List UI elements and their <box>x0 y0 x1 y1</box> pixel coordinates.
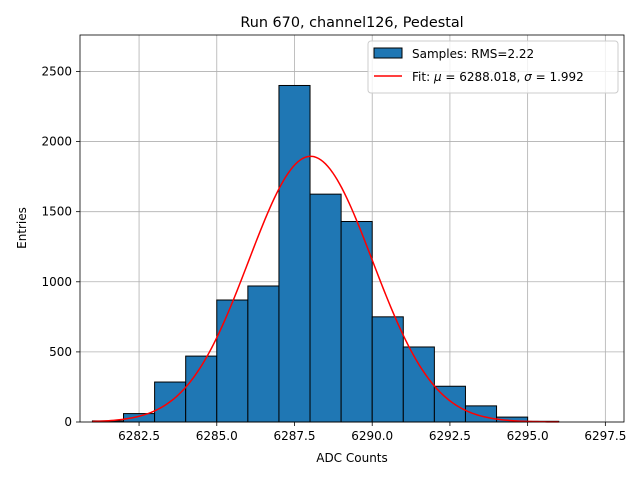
fit-curve <box>92 155 559 423</box>
y-tick-label: 2000 <box>41 135 72 149</box>
x-tick-label: 6292.5 <box>429 429 471 443</box>
histogram-bar <box>247 285 280 423</box>
x-tick-label: 6282.5 <box>118 429 160 443</box>
histogram-bar <box>402 346 435 423</box>
y-axis-ticks: 0 500 1000 1500 2000 2500 <box>41 64 80 429</box>
histogram-bar <box>278 84 311 423</box>
y-tick-label: 500 <box>49 345 72 359</box>
y-axis-label: Entries <box>15 207 29 249</box>
y-tick-label: 1500 <box>41 205 72 219</box>
legend-swatch-samples <box>373 47 403 59</box>
x-tick-label: 6285.0 <box>196 429 238 443</box>
x-axis-label: ADC Counts <box>316 451 388 465</box>
y-tick-label: 1000 <box>41 275 72 289</box>
histogram-bar <box>464 405 498 423</box>
histogram-bar <box>309 193 342 423</box>
x-axis-ticks: 6282.5 6285.0 6287.5 6290.0 6292.5 6295.0 6297… <box>118 422 626 443</box>
x-tick-label: 6290.0 <box>351 429 393 443</box>
legend-fit-mu-value: = 6288.018, <box>442 70 525 84</box>
legend-label-samples: Samples: RMS=2.22 <box>412 47 534 61</box>
legend-fit-sigma-value: = 1.992 <box>532 70 584 84</box>
histogram-bars <box>91 84 560 423</box>
legend-fit-prefix: Fit: <box>412 70 434 84</box>
legend-fit-sigma-symbol: σ <box>524 70 532 84</box>
y-tick-label: 0 <box>64 415 72 429</box>
x-tick-label: 6287.5 <box>273 429 315 443</box>
legend-box <box>367 40 619 94</box>
chart-title: Run 670, channel126, Pedestal <box>240 15 463 31</box>
histogram-bar <box>216 299 249 423</box>
histogram-bar <box>371 316 404 423</box>
plot-frame <box>79 34 625 423</box>
legend-label-fit: Fit: μ = 6288.018, σ = 1.992 <box>412 70 584 84</box>
legend: Samples: RMS=2.22 Fit: μ = 6288.018, σ =… <box>367 40 619 94</box>
y-tick-label: 2500 <box>41 64 72 78</box>
x-tick-label: 6297.5 <box>584 429 626 443</box>
histogram-bar <box>340 220 373 423</box>
x-tick-label: 6295.0 <box>507 429 549 443</box>
legend-fit-mu-symbol: μ <box>433 70 442 84</box>
